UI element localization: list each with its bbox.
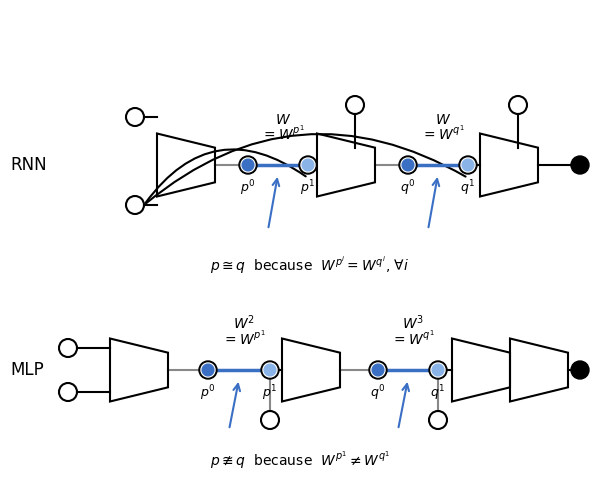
Circle shape xyxy=(431,363,445,377)
Circle shape xyxy=(372,364,384,376)
Circle shape xyxy=(202,364,214,376)
Circle shape xyxy=(302,159,314,171)
Circle shape xyxy=(402,159,414,171)
Text: $W$: $W$ xyxy=(435,113,451,127)
Circle shape xyxy=(371,363,385,377)
Text: $W$: $W$ xyxy=(275,113,291,127)
Circle shape xyxy=(401,158,415,172)
Text: $p^1$: $p^1$ xyxy=(301,178,316,198)
Circle shape xyxy=(242,159,254,171)
Text: $q^0$: $q^0$ xyxy=(370,383,386,402)
Circle shape xyxy=(461,158,475,172)
Text: $= W^{q^1}$: $= W^{q^1}$ xyxy=(421,124,465,143)
Circle shape xyxy=(263,363,277,377)
Circle shape xyxy=(399,156,417,174)
Text: MLP: MLP xyxy=(10,361,44,379)
Circle shape xyxy=(299,156,317,174)
Text: $p \ncong q$  because  $W^{p^1} \neq W^{q^1}$: $p \ncong q$ because $W^{p^1} \neq W^{q^… xyxy=(210,449,390,471)
Circle shape xyxy=(264,364,276,376)
Text: $p \cong q$  because  $W^{p^i} = W^{q^i}$, $\forall i$: $p \cong q$ because $W^{p^i} = W^{q^i}$,… xyxy=(211,254,410,276)
Text: $W^2$: $W^2$ xyxy=(233,313,255,332)
Text: $q^1$: $q^1$ xyxy=(460,178,476,198)
Circle shape xyxy=(571,156,589,174)
Circle shape xyxy=(301,158,315,172)
Circle shape xyxy=(261,361,279,379)
Circle shape xyxy=(201,363,215,377)
Circle shape xyxy=(459,156,477,174)
Circle shape xyxy=(429,361,447,379)
Text: RNN: RNN xyxy=(10,156,47,174)
Text: $= W^{q^1}$: $= W^{q^1}$ xyxy=(391,330,435,348)
Circle shape xyxy=(239,156,257,174)
Circle shape xyxy=(571,361,589,379)
Text: $p^0$: $p^0$ xyxy=(200,383,216,402)
Circle shape xyxy=(462,159,474,171)
Text: $p^0$: $p^0$ xyxy=(240,178,256,198)
Text: $p^1$: $p^1$ xyxy=(262,383,278,402)
Text: $= W^{p^1}$: $= W^{p^1}$ xyxy=(261,124,305,143)
Circle shape xyxy=(369,361,387,379)
Text: $= W^{p^1}$: $= W^{p^1}$ xyxy=(222,330,266,348)
Text: $q^1$: $q^1$ xyxy=(430,383,446,402)
Text: $q^0$: $q^0$ xyxy=(400,178,416,198)
Circle shape xyxy=(432,364,444,376)
Text: $W^3$: $W^3$ xyxy=(402,313,424,332)
Circle shape xyxy=(199,361,217,379)
Circle shape xyxy=(241,158,255,172)
